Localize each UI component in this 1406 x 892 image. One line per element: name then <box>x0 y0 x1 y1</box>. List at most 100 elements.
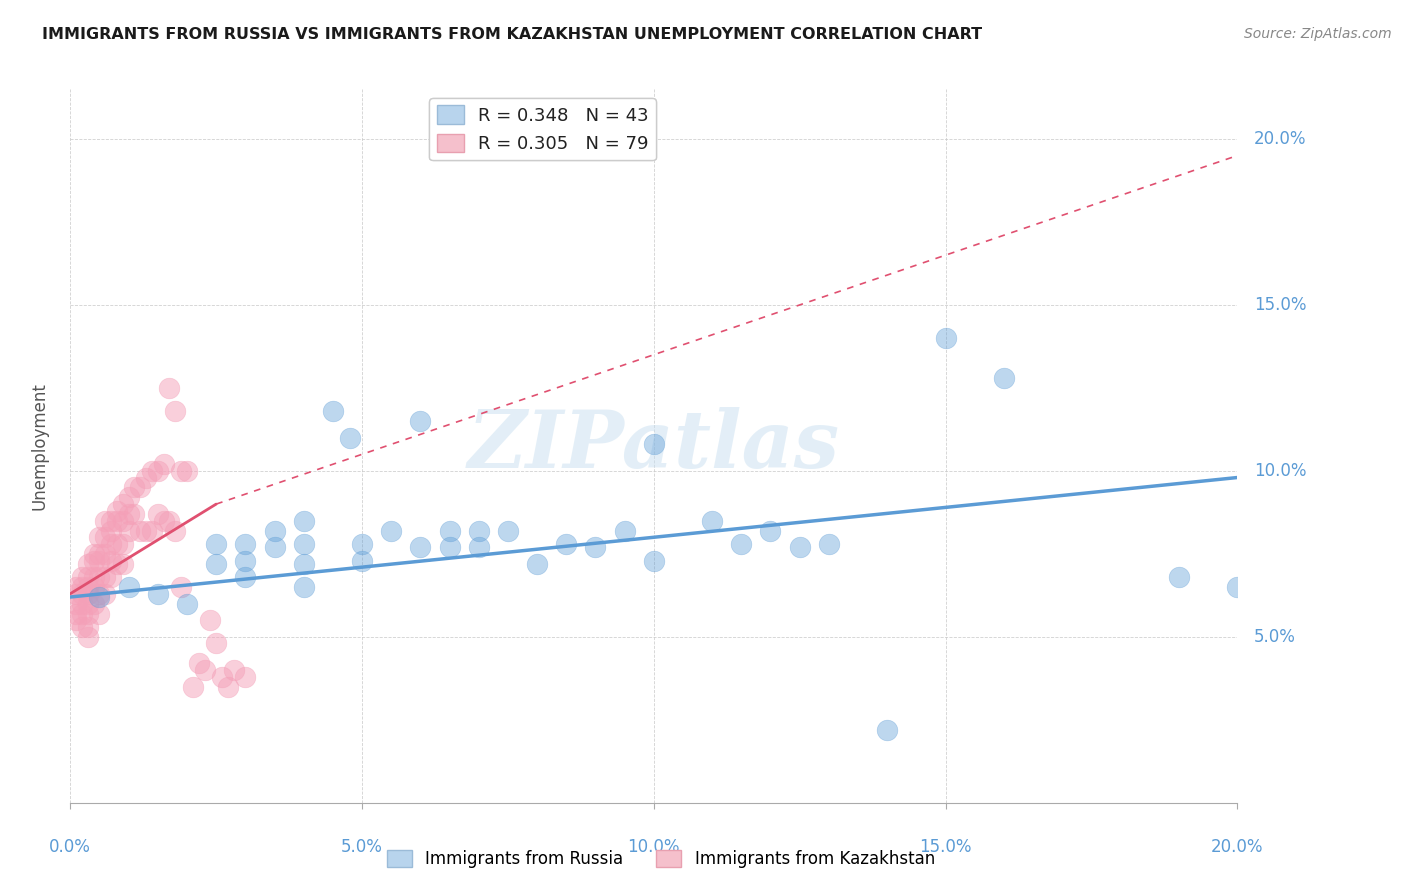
Point <box>65 613 87 627</box>
Text: 20.0%: 20.0% <box>1211 838 1264 856</box>
Point <box>439 540 461 554</box>
Point <box>83 570 105 584</box>
Point <box>83 553 105 567</box>
Point <box>526 557 548 571</box>
Point <box>1226 580 1249 594</box>
Point <box>89 570 111 584</box>
Point <box>118 580 141 594</box>
Text: 5.0%: 5.0% <box>1254 628 1296 646</box>
Point <box>100 553 122 567</box>
Point <box>217 680 239 694</box>
Point <box>643 437 665 451</box>
Point <box>152 514 174 528</box>
Text: 20.0%: 20.0% <box>1254 130 1306 148</box>
Point <box>380 524 402 538</box>
Point <box>193 663 215 677</box>
Point <box>292 580 315 594</box>
Point <box>555 537 578 551</box>
Text: 10.0%: 10.0% <box>1254 462 1306 480</box>
Point <box>76 597 98 611</box>
Point <box>339 431 361 445</box>
Point <box>65 587 87 601</box>
Point <box>76 607 98 621</box>
Point <box>876 723 898 737</box>
Text: 5.0%: 5.0% <box>342 838 382 856</box>
Legend: R = 0.348   N = 43, R = 0.305   N = 79: R = 0.348 N = 43, R = 0.305 N = 79 <box>429 98 657 161</box>
Point <box>89 590 111 604</box>
Point <box>1167 570 1189 584</box>
Point <box>83 547 105 561</box>
Point <box>124 507 146 521</box>
Point <box>111 537 134 551</box>
Point <box>152 457 174 471</box>
Point <box>187 657 209 671</box>
Point <box>292 557 315 571</box>
Point <box>759 524 782 538</box>
Point <box>146 507 169 521</box>
Point <box>83 597 105 611</box>
Point <box>233 553 256 567</box>
Point <box>129 481 152 495</box>
Point <box>70 580 93 594</box>
Point <box>76 630 98 644</box>
Point <box>105 514 128 528</box>
Point <box>468 524 491 538</box>
Point <box>643 553 665 567</box>
Point <box>146 464 169 478</box>
Point <box>70 620 93 634</box>
Point <box>89 530 111 544</box>
Point <box>200 613 222 627</box>
Point <box>76 620 98 634</box>
Point <box>176 597 198 611</box>
Point <box>165 404 187 418</box>
Point <box>233 670 256 684</box>
Point <box>94 587 117 601</box>
Point <box>222 663 245 677</box>
Point <box>70 597 93 611</box>
Point <box>159 514 181 528</box>
Point <box>70 570 93 584</box>
Point <box>111 497 134 511</box>
Point <box>135 524 157 538</box>
Point <box>141 464 163 478</box>
Point <box>292 514 315 528</box>
Point <box>585 540 607 554</box>
Point <box>65 597 87 611</box>
Point <box>205 636 228 650</box>
Text: 0.0%: 0.0% <box>49 838 91 856</box>
Point <box>118 507 141 521</box>
Point <box>105 504 128 518</box>
Point <box>496 524 519 538</box>
Point <box>165 524 187 538</box>
Point <box>181 680 204 694</box>
Text: Source: ZipAtlas.com: Source: ZipAtlas.com <box>1244 27 1392 41</box>
Point <box>292 537 315 551</box>
Point <box>439 524 461 538</box>
Point <box>352 537 374 551</box>
Point <box>934 331 956 345</box>
Point <box>263 540 285 554</box>
Point <box>730 537 752 551</box>
Text: 10.0%: 10.0% <box>627 838 681 856</box>
Point <box>111 514 134 528</box>
Point <box>118 491 141 505</box>
Point <box>409 414 432 428</box>
Point <box>76 570 98 584</box>
Point <box>205 537 228 551</box>
Point <box>65 580 87 594</box>
Point <box>170 580 193 594</box>
Point <box>70 587 93 601</box>
Point <box>159 381 181 395</box>
Point <box>818 537 841 551</box>
Point <box>105 557 128 571</box>
Point <box>141 524 163 538</box>
Point <box>135 470 157 484</box>
Point <box>94 514 117 528</box>
Text: IMMIGRANTS FROM RUSSIA VS IMMIGRANTS FROM KAZAKHSTAN UNEMPLOYMENT CORRELATION CH: IMMIGRANTS FROM RUSSIA VS IMMIGRANTS FRO… <box>42 27 983 42</box>
Point <box>700 514 723 528</box>
Point <box>124 481 146 495</box>
Point <box>70 607 93 621</box>
Point <box>176 464 198 478</box>
Point <box>89 607 111 621</box>
Point <box>233 537 256 551</box>
